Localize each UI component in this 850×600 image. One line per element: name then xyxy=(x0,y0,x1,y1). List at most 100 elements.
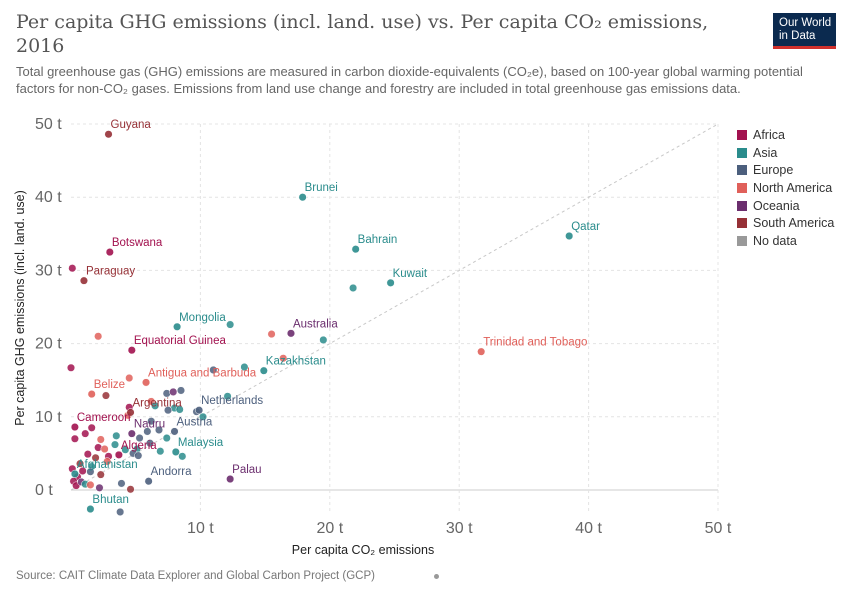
legend-item[interactable]: South America xyxy=(737,214,834,232)
data-point[interactable] xyxy=(226,320,235,329)
data-point[interactable] xyxy=(223,392,232,401)
data-point[interactable] xyxy=(151,401,160,410)
data-point[interactable] xyxy=(164,406,173,415)
data-point[interactable] xyxy=(112,431,121,440)
data-point[interactable] xyxy=(70,434,79,443)
data-point[interactable] xyxy=(103,457,112,466)
data-point[interactable] xyxy=(126,485,135,494)
data-label: Austria xyxy=(177,416,213,428)
data-point[interactable] xyxy=(78,466,87,476)
data-point[interactable] xyxy=(86,480,95,489)
data-point[interactable] xyxy=(178,452,187,461)
data-label: Netherlands xyxy=(201,395,263,407)
data-point[interactable] xyxy=(477,347,486,356)
data-point[interactable] xyxy=(94,332,103,341)
data-point[interactable] xyxy=(154,425,164,435)
data-label: Botswana xyxy=(112,237,163,249)
chart-subtitle: Total greenhouse gas (GHG) emissions are… xyxy=(16,64,803,96)
data-point[interactable] xyxy=(144,477,153,486)
x-tick-label: 20 t xyxy=(316,520,343,537)
data-point[interactable] xyxy=(135,433,144,443)
data-point[interactable] xyxy=(171,447,180,456)
data-point[interactable] xyxy=(240,362,249,372)
data-point[interactable] xyxy=(100,444,109,454)
data-point[interactable] xyxy=(116,507,125,517)
data-point[interactable] xyxy=(175,405,184,414)
data-point[interactable] xyxy=(70,469,79,478)
data-point[interactable] xyxy=(105,248,114,257)
data-point[interactable] xyxy=(170,427,179,436)
chart-title: Per capita GHG emissions (incl. land. us… xyxy=(16,11,709,57)
data-label: Kuwait xyxy=(393,268,428,280)
data-point[interactable] xyxy=(91,453,100,462)
data-point[interactable] xyxy=(86,504,95,514)
data-point[interactable] xyxy=(125,373,134,383)
legend-item[interactable]: North America xyxy=(737,179,834,197)
data-point[interactable] xyxy=(83,450,92,459)
data-point[interactable] xyxy=(127,429,136,438)
data-point[interactable] xyxy=(349,283,358,293)
data-point[interactable] xyxy=(81,429,90,438)
legend-item[interactable]: Oceania xyxy=(737,197,834,215)
data-point[interactable] xyxy=(101,391,110,400)
data-point[interactable] xyxy=(96,435,105,444)
legend-swatch xyxy=(737,218,747,229)
data-point[interactable] xyxy=(162,433,171,443)
data-point[interactable] xyxy=(386,278,395,287)
data-point[interactable] xyxy=(173,322,182,331)
data-point[interactable] xyxy=(114,450,123,459)
data-point[interactable] xyxy=(286,329,296,338)
legend-swatch xyxy=(737,200,747,211)
data-point[interactable] xyxy=(209,365,218,375)
data-point[interactable] xyxy=(226,474,235,484)
data-point[interactable] xyxy=(95,483,104,492)
data-point[interactable] xyxy=(351,245,360,254)
legend-item[interactable]: Africa xyxy=(737,126,834,144)
data-point[interactable] xyxy=(87,423,96,432)
data-point[interactable] xyxy=(104,130,113,139)
legend-item[interactable]: Asia xyxy=(737,144,834,162)
data-point[interactable] xyxy=(147,417,156,426)
data-point[interactable] xyxy=(117,479,126,488)
data-point[interactable] xyxy=(110,440,120,449)
source-note: Source: CAIT Climate Data Explorer and G… xyxy=(16,570,375,582)
y-axis-label: Per capita GHG emissions (incl. land. us… xyxy=(13,190,27,426)
data-point[interactable] xyxy=(198,412,208,421)
y-tick-label: 0 t xyxy=(35,482,53,499)
data-point[interactable] xyxy=(156,447,165,456)
data-point[interactable] xyxy=(76,459,85,468)
data-point[interactable] xyxy=(143,427,152,436)
legend-item[interactable]: Europe xyxy=(737,161,834,179)
axis-ticks: 0 t 10 t 20 t 30 t 40 t 50 t 10 t 20 t 30 t 40 t 5… xyxy=(35,116,732,537)
data-point[interactable] xyxy=(96,470,105,479)
data-point[interactable] xyxy=(70,422,79,432)
data-point[interactable] xyxy=(145,439,154,448)
data-point[interactable] xyxy=(87,390,96,399)
data-point[interactable] xyxy=(121,445,130,454)
data-point[interactable] xyxy=(126,408,135,417)
data-point[interactable] xyxy=(134,451,143,460)
data-point[interactable] xyxy=(195,406,204,415)
data-point[interactable] xyxy=(279,354,288,363)
data-point[interactable] xyxy=(267,330,276,339)
legend-label: South America xyxy=(753,216,835,231)
legend-swatch xyxy=(737,129,747,140)
data-point[interactable] xyxy=(176,386,186,395)
data-point[interactable] xyxy=(66,363,76,372)
data-point[interactable] xyxy=(127,346,136,355)
data-point[interactable] xyxy=(319,335,328,344)
data-point[interactable] xyxy=(169,387,178,396)
point-labels: Guyana Brunei Qatar Bahrain Botswana Paraguay… xyxy=(77,119,600,506)
data-point[interactable] xyxy=(79,276,88,285)
data-point[interactable] xyxy=(142,378,151,387)
data-point[interactable] xyxy=(68,264,77,273)
owid-logo[interactable]: Our World in Data xyxy=(773,13,836,49)
data-point[interactable] xyxy=(259,366,268,375)
legend-item[interactable]: No data xyxy=(737,232,834,250)
legend-swatch xyxy=(737,235,747,246)
data-point[interactable] xyxy=(565,231,574,241)
data-label: Trinidad and Tobago xyxy=(483,337,587,349)
data-point[interactable] xyxy=(298,193,307,202)
y-tick-label: 20 t xyxy=(35,336,62,353)
data-label: Andorra xyxy=(151,466,193,478)
